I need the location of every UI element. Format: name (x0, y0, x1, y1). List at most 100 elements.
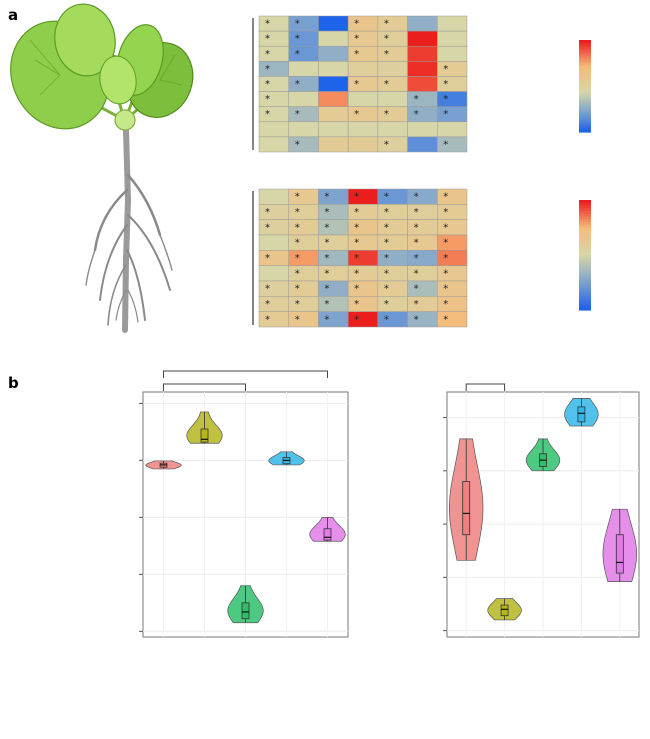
heatmap-cell (377, 265, 408, 282)
heatmap-cell (347, 106, 379, 123)
heatmap-cell (288, 188, 319, 205)
significance-star: * (384, 299, 389, 310)
heatmap-cell (407, 204, 438, 220)
significance-star: * (414, 299, 419, 310)
heatmap-cell (437, 311, 468, 328)
heatmap-cell (347, 219, 379, 236)
colorbar-swatch (579, 304, 591, 308)
colorbar-swatch (579, 63, 591, 66)
heatmap-cell (288, 106, 319, 123)
significance-star: * (354, 253, 359, 264)
heatmap-cell (258, 91, 289, 107)
box (615, 534, 624, 574)
significance-star: * (384, 253, 389, 264)
heatmap-cell (347, 121, 379, 138)
significance-star: * (384, 49, 389, 60)
heatmap-cell (318, 265, 349, 282)
significance-star: * (324, 207, 329, 218)
significance-star: * (384, 192, 389, 203)
colorbar-swatch (579, 74, 591, 78)
colorbar-swatch (579, 277, 591, 281)
colorbar-swatch (579, 208, 591, 212)
significance-star: * (443, 284, 448, 295)
significance-star: * (265, 19, 270, 30)
heatmap-cell (318, 121, 349, 138)
heatmap-cell (258, 61, 289, 77)
heatmap-cell (318, 219, 349, 236)
significance-star: * (295, 222, 300, 233)
heatmap-cell (437, 265, 468, 282)
heatmap-cell (318, 188, 349, 205)
heatmap-cell (288, 76, 319, 92)
heatmap-cell (347, 234, 379, 251)
colorbar-swatch (579, 102, 591, 105)
colorbar-swatch (579, 53, 591, 57)
heatmap-cell (258, 121, 289, 138)
colorbar-swatch (579, 293, 591, 297)
box (462, 481, 471, 536)
colorbar-swatch (579, 127, 591, 131)
heatmap-cell (377, 15, 408, 32)
heatmap-cell (437, 136, 468, 153)
significance-star: * (354, 49, 359, 60)
colorbar-swatch (579, 230, 591, 234)
heatmap-cell (288, 61, 319, 77)
colorbar-swatch (579, 224, 591, 229)
heatmap-cell (288, 280, 319, 297)
heatmap-cell (347, 296, 379, 312)
significance-star: * (384, 284, 389, 295)
box (577, 406, 586, 423)
heatmap-cell (437, 45, 468, 62)
heatmap-cell (318, 106, 349, 123)
heatmap-cell (288, 136, 319, 153)
colorbar-swatch (579, 44, 591, 48)
heatmap-cell (437, 106, 468, 123)
colorbar-swatch (579, 51, 591, 55)
colorbar-swatch (579, 90, 591, 94)
heatmap-cell (258, 45, 289, 62)
colorbar-swatch (579, 301, 591, 306)
heatmap-cell (347, 250, 379, 266)
significance-star: * (265, 94, 270, 105)
colorbar-swatch (579, 60, 591, 64)
colorbar-swatch (579, 200, 591, 204)
significance-star: * (443, 207, 448, 218)
significance-star: * (414, 268, 419, 279)
heatmap-cell (347, 188, 379, 205)
significance-star: * (295, 109, 300, 120)
colorbar-swatch (579, 263, 591, 267)
heatmap-cell (288, 311, 319, 328)
significance-star: * (295, 299, 300, 310)
heatmap-cell (347, 136, 379, 153)
significance-star: * (265, 109, 270, 120)
heatmap-cell (347, 30, 379, 47)
heatmap-cell (288, 234, 319, 251)
heatmap-cell (347, 265, 379, 282)
colorbar-swatch (579, 233, 591, 237)
heatmap-cell (318, 15, 349, 32)
significance-star: * (354, 79, 359, 90)
box (241, 602, 250, 620)
significance-star: * (265, 64, 270, 75)
colorbar-swatch (579, 79, 591, 82)
significance-star: * (443, 79, 448, 90)
heatmap-cell (258, 106, 289, 123)
heatmap-cell (318, 136, 349, 153)
colorbar-swatch (579, 211, 591, 215)
plant-illustration (10, 3, 194, 333)
significance-star: * (354, 284, 359, 295)
heatmap-cell (288, 250, 319, 266)
colorbar-swatch (579, 104, 591, 108)
significance-star: * (384, 109, 389, 120)
colorbar-swatch (579, 92, 591, 96)
heatmap-cell (407, 45, 438, 62)
heatmap-cell (407, 188, 438, 205)
significance-star: * (414, 284, 419, 295)
heatmap-cell (377, 45, 408, 62)
heatmap-cell (437, 61, 468, 77)
colorbar-swatch (579, 296, 591, 300)
significance-star: * (354, 268, 359, 279)
heatmap-cell (288, 15, 319, 32)
heatmap-cell (407, 234, 438, 251)
